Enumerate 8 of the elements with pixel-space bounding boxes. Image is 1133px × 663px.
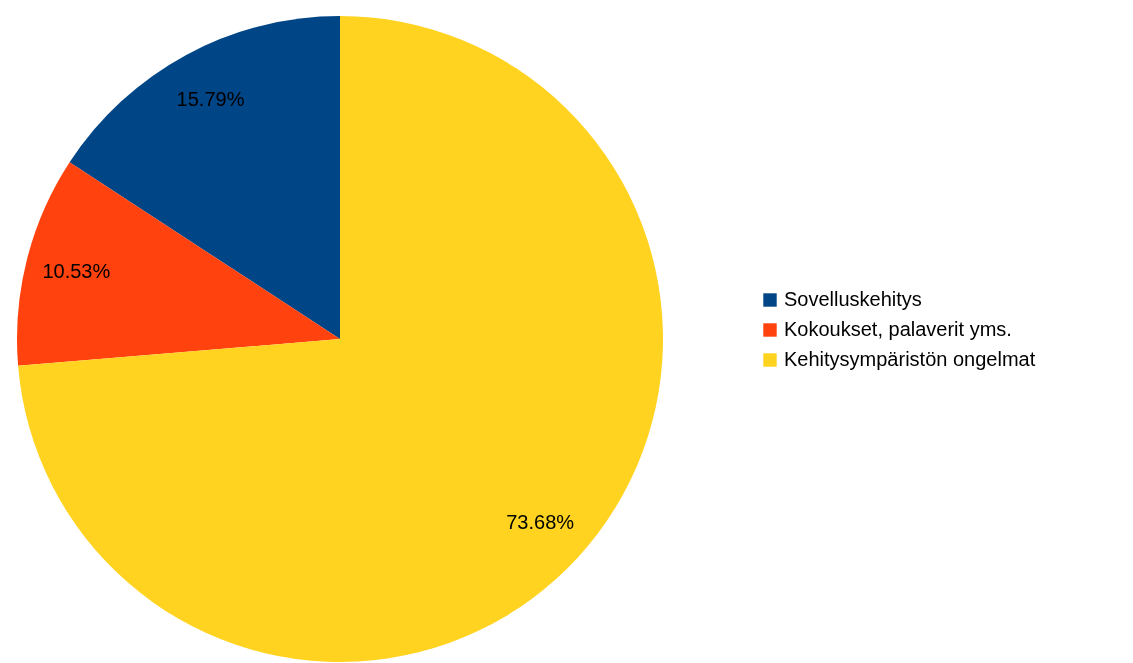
data-label: 15.79%	[176, 87, 245, 110]
data-label: 73.68%	[506, 511, 575, 534]
legend-label: Kokoukset, palaverit yms.	[784, 318, 1012, 340]
pie-slice	[17, 162, 340, 366]
pie-slice	[18, 16, 663, 662]
data-label: 10.53%	[42, 260, 111, 283]
legend-label: Sovelluskehitys	[784, 288, 922, 310]
legend-label: Kehitysympäristön ongelmat	[784, 348, 1036, 370]
